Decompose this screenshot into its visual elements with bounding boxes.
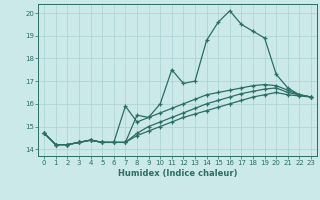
X-axis label: Humidex (Indice chaleur): Humidex (Indice chaleur) (118, 169, 237, 178)
